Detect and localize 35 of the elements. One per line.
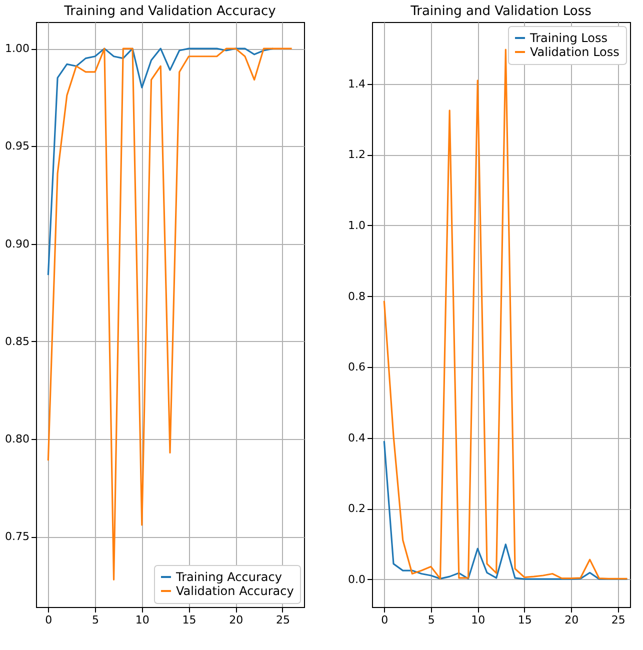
x-tick-label: 25 [611, 614, 626, 626]
legend-label: Training Accuracy [175, 570, 282, 584]
x-tick-label: 10 [471, 614, 486, 626]
y-tick-label: 0.4 [348, 431, 366, 444]
y-tick-label: 0.2 [348, 502, 366, 516]
y-tick-label: 1.00 [5, 42, 30, 56]
y-tick-label: 0.85 [5, 334, 30, 348]
y-tick-label: 0.0 [348, 572, 366, 586]
line-series [383, 48, 628, 580]
legend-label: Validation Accuracy [176, 584, 294, 598]
y-tick-label: 0.90 [5, 237, 30, 250]
x-tick-label: 5 [92, 614, 100, 626]
chart-title: Training and Validation Loss [410, 4, 592, 19]
x-tick-label: 20 [564, 614, 579, 626]
y-tick-label: 0.75 [5, 530, 30, 544]
y-tick-label: 0.6 [348, 360, 366, 374]
x-tick-label: 15 [182, 614, 196, 626]
x-tick-label: 0 [381, 614, 388, 626]
line-series [47, 48, 274, 276]
y-tick-label: 1.4 [348, 77, 366, 90]
x-tick-label: 25 [276, 614, 290, 626]
y-tick-label: 0.8 [348, 290, 366, 303]
x-tick-label: 15 [518, 614, 532, 626]
y-tick-label: 0.95 [5, 140, 30, 153]
x-tick-label: 0 [45, 614, 52, 626]
y-tick-label: 1.2 [348, 148, 366, 162]
x-tick-label: 10 [135, 614, 150, 626]
x-tick-label: 20 [229, 614, 244, 626]
chart-title: Training and Validation Accuracy [63, 4, 276, 19]
y-tick-label: 0.80 [5, 432, 30, 446]
line-series [383, 440, 628, 580]
legend-label: Validation Loss [530, 45, 620, 59]
legend-label: Training Loss [529, 31, 608, 45]
x-tick-label: 5 [428, 614, 435, 626]
y-tick-label: 1.0 [348, 218, 366, 232]
